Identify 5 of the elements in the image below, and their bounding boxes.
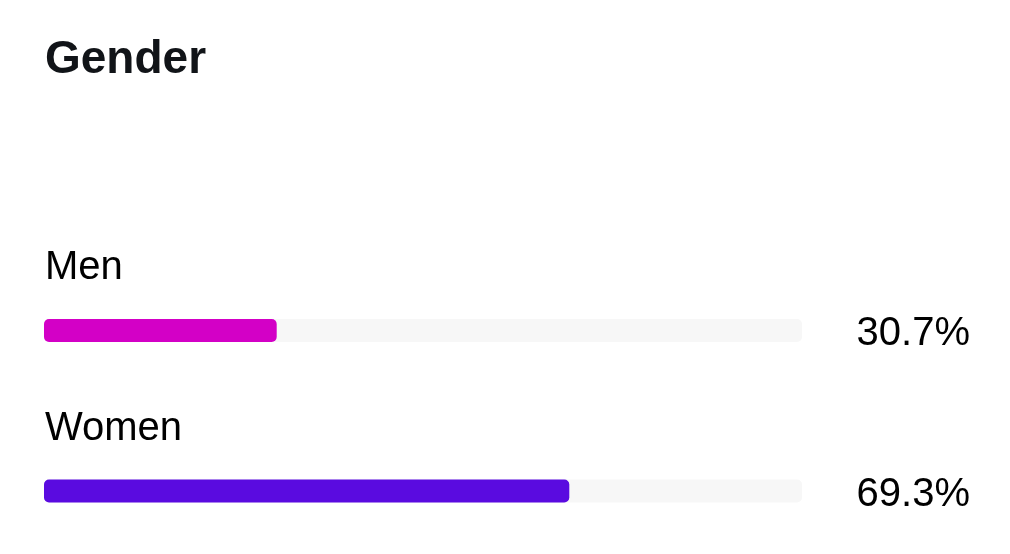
chart-title: Gender — [45, 31, 207, 83]
y-tick-label: Men — [45, 243, 123, 288]
data-label: 30.7% — [856, 309, 970, 353]
data-label: 69.3% — [856, 469, 970, 514]
y-tick-label: Women — [45, 403, 183, 448]
